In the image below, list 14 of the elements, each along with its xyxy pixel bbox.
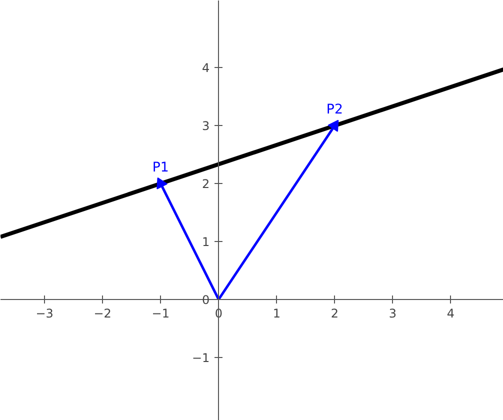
x-tick-label: 2: [330, 306, 338, 320]
x-tick-label: −2: [94, 306, 112, 320]
y-tick-label: 1: [202, 234, 210, 249]
annotation: P1: [152, 160, 169, 176]
y-tick-label: 3: [202, 119, 210, 134]
x-tick-label: −3: [36, 306, 54, 320]
x-tick-label: 3: [388, 306, 397, 320]
x-tick-label: 1: [272, 306, 280, 320]
y-tick-label: 2: [202, 177, 210, 192]
annotation: P2: [326, 102, 343, 118]
y-tick-label: −1: [192, 350, 210, 365]
x-tick-label: −1: [152, 306, 170, 320]
x-tick-label: 4: [446, 306, 455, 320]
y-tick-label: 4: [202, 61, 210, 76]
